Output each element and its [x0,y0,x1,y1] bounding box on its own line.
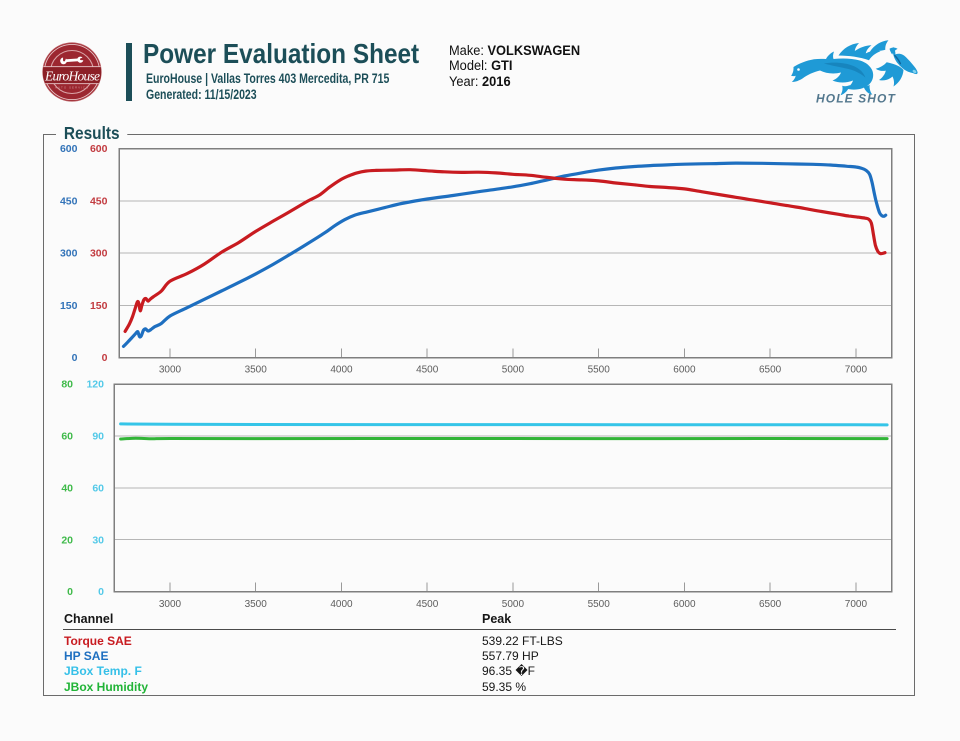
svg-text:7000: 7000 [845,365,868,376]
svg-text:90: 90 [92,431,104,443]
svg-text:5000: 5000 [502,599,525,610]
svg-text:60: 60 [92,483,104,495]
svg-text:40: 40 [61,483,73,495]
svg-text:600: 600 [90,143,108,155]
svg-text:300: 300 [90,248,108,260]
svg-text:4000: 4000 [330,365,353,376]
svg-text:0: 0 [98,586,104,598]
svg-text:0: 0 [102,352,108,364]
svg-text:3500: 3500 [245,365,268,376]
svg-text:EuroHouse: EuroHouse [44,68,100,83]
svg-text:5000: 5000 [502,365,525,376]
svg-text:150: 150 [90,300,108,312]
svg-text:0: 0 [72,352,78,364]
svg-text:AUTO SERVICE: AUTO SERVICE [55,86,89,90]
svg-text:450: 450 [90,195,108,207]
svg-text:4500: 4500 [416,365,439,376]
svg-text:3000: 3000 [159,365,182,376]
svg-text:5500: 5500 [588,599,611,610]
svg-text:3000: 3000 [159,599,182,610]
svg-text:80: 80 [61,379,73,391]
svg-text:7000: 7000 [845,599,868,610]
svg-text:30: 30 [92,534,104,546]
svg-text:120: 120 [86,379,104,391]
svg-text:450: 450 [60,195,78,207]
svg-text:4000: 4000 [330,599,353,610]
svg-text:6500: 6500 [759,599,782,610]
svg-text:6500: 6500 [759,365,782,376]
svg-text:5500: 5500 [588,365,611,376]
svg-text:4500: 4500 [416,599,439,610]
svg-text:6000: 6000 [673,599,696,610]
svg-text:20: 20 [61,534,73,546]
svg-text:60: 60 [61,431,73,443]
svg-text:6000: 6000 [673,365,696,376]
svg-text:300: 300 [60,248,78,260]
svg-text:600: 600 [60,143,78,155]
svg-text:0: 0 [67,586,73,598]
svg-text:HOLE SHOT: HOLE SHOT [816,92,896,106]
svg-text:150: 150 [60,300,78,312]
svg-text:3500: 3500 [245,599,268,610]
